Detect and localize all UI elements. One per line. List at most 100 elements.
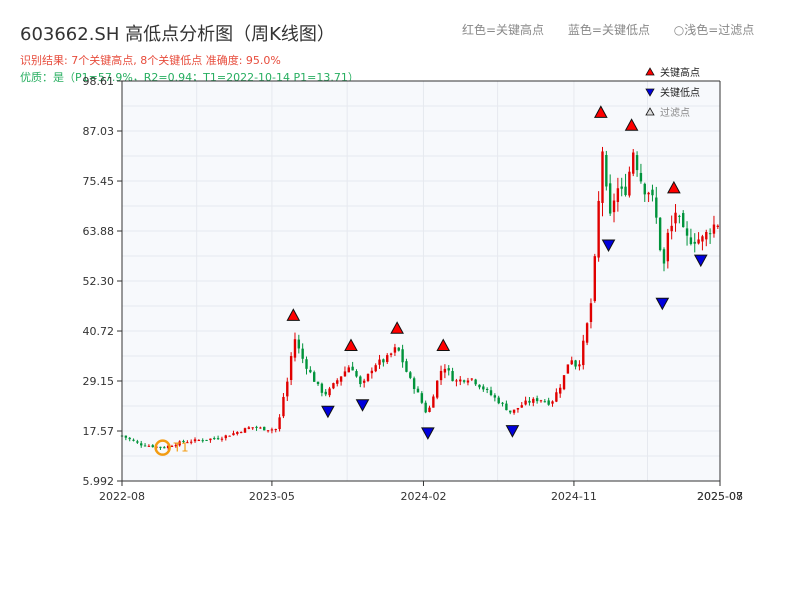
candle-body — [274, 429, 277, 431]
candle-body — [147, 445, 151, 447]
candle-body — [532, 398, 535, 403]
candle-body — [462, 380, 466, 382]
key-high-marker — [436, 338, 451, 352]
candle-body — [543, 401, 547, 403]
candle-body — [320, 383, 324, 393]
candle-body — [205, 439, 208, 441]
candle-body — [266, 430, 270, 432]
candle-body — [305, 359, 308, 369]
legend-marker — [645, 107, 655, 116]
x-tick-label: 2025-07 — [697, 490, 743, 503]
candle-body — [628, 171, 631, 196]
candle-body — [455, 380, 458, 382]
candle-body — [570, 360, 573, 365]
candle-body — [482, 386, 485, 390]
y-tick-label: 75.45 — [83, 175, 115, 188]
candle-body — [608, 183, 612, 214]
key-low-marker — [505, 425, 520, 438]
candle-body — [170, 445, 174, 447]
key-low-marker — [355, 399, 370, 412]
candle-body — [601, 151, 604, 203]
y-tick-label: 29.15 — [83, 375, 115, 388]
color-key-red: 红色=关键高点 — [462, 23, 545, 37]
key-low-marker — [655, 297, 670, 311]
y-tick-label: 5.992 — [83, 475, 115, 488]
candle-body — [232, 433, 235, 436]
candle-body — [505, 403, 508, 411]
axis-layer: 98.61 87.03 75.45 63.88 52.30 40.72 29.15 17.57… — [83, 75, 743, 503]
legend-label: 关键低点 — [660, 86, 700, 99]
x-tick-label: 2024-11 — [551, 490, 597, 503]
candle-body — [366, 373, 370, 381]
candle-body — [478, 384, 481, 388]
y-tick-label: 87.03 — [83, 125, 115, 138]
candle-body — [159, 446, 162, 448]
candle-body — [382, 359, 385, 363]
candle-body — [213, 438, 216, 440]
candle-body — [647, 192, 650, 195]
candle-body — [708, 233, 712, 235]
key-high-marker — [593, 105, 608, 118]
candle-body — [539, 400, 543, 402]
candle-body — [559, 387, 562, 394]
candle-body — [189, 441, 193, 443]
candle-body — [124, 435, 128, 438]
candle-body — [201, 440, 204, 442]
candle-body — [370, 370, 374, 374]
candle-body — [324, 391, 327, 395]
candle-body — [336, 380, 339, 384]
candle-body — [401, 349, 404, 363]
candle-body — [585, 323, 589, 343]
candle-body — [685, 228, 689, 236]
candle-body — [286, 381, 289, 397]
candle-body — [397, 347, 400, 351]
candle-body — [528, 400, 531, 403]
candle-body — [520, 405, 523, 408]
y-tick-label: 98.61 — [83, 75, 115, 88]
candle-body — [574, 360, 577, 367]
candle-body — [374, 365, 377, 372]
candle-body — [701, 236, 704, 242]
candle-body — [643, 183, 646, 195]
candle-body — [251, 427, 254, 429]
candle-body — [151, 445, 154, 448]
candle-body — [362, 380, 366, 383]
candle-body — [666, 232, 670, 262]
candle-body — [489, 390, 493, 396]
candle-body — [197, 440, 201, 442]
key-high-marker — [344, 338, 358, 352]
candle-body — [289, 356, 293, 380]
candle-body — [293, 339, 297, 358]
candle-body — [512, 409, 516, 413]
candle-body — [555, 392, 558, 402]
candle-body — [674, 212, 677, 224]
candle-body — [178, 441, 181, 446]
candle-body — [209, 438, 212, 441]
y-tick-label: 52.30 — [83, 275, 115, 288]
candle-body — [136, 441, 139, 443]
candle-body — [459, 379, 462, 382]
candle-body — [616, 188, 620, 203]
candle-body — [174, 445, 178, 447]
key-high-marker — [667, 180, 681, 194]
candle-body — [493, 395, 497, 398]
candle-body — [332, 383, 335, 389]
candle-body — [386, 355, 389, 362]
key-low-marker — [693, 254, 708, 268]
candle-body — [312, 372, 316, 382]
candle-body — [301, 348, 304, 359]
candle-body — [620, 186, 623, 189]
candle-body — [359, 376, 362, 385]
key-high-marker — [286, 308, 301, 321]
candle-body — [451, 371, 454, 382]
candle-body — [220, 438, 224, 440]
candle-body — [470, 378, 473, 380]
candle-body — [509, 410, 512, 413]
candle-body — [328, 388, 331, 396]
candle-body — [466, 380, 470, 383]
candle-body — [624, 186, 627, 196]
t1-marker — [154, 439, 171, 456]
candle-body — [535, 398, 539, 402]
